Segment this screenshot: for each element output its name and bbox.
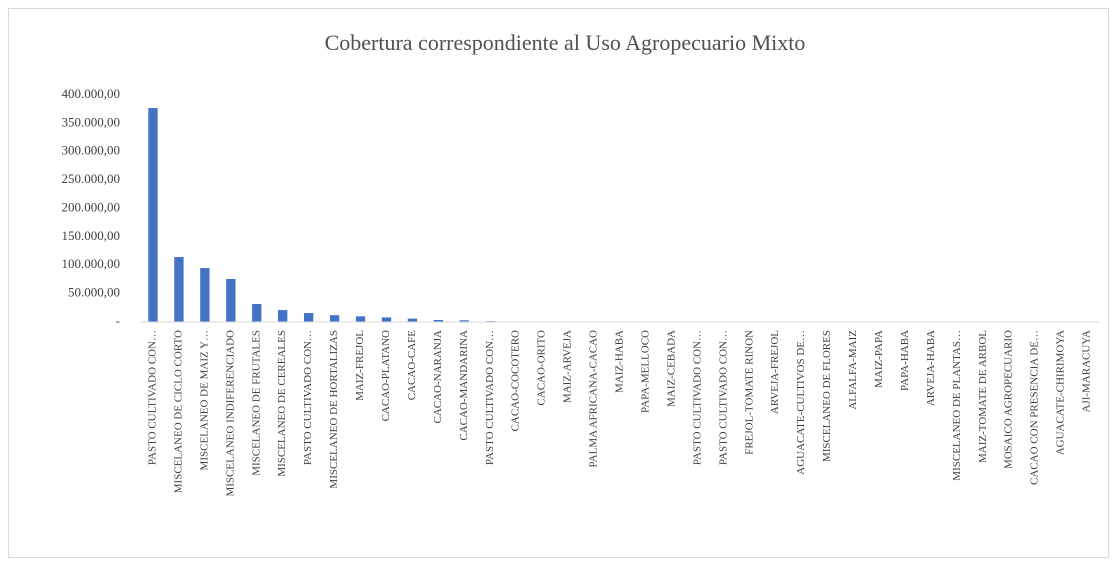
x-tick-label: PASTO CULTIVADO CON… [302, 330, 314, 465]
x-tick-label: MISCELANEO DE FLORES [821, 330, 833, 462]
x-tick-label: PASTO CULTIVADO CON… [484, 330, 496, 465]
y-tick-label: 400.000,00 [62, 86, 121, 101]
y-tick-label: 350.000,00 [62, 114, 121, 129]
x-tick-label: PASTO CULTIVADO CON… [691, 330, 703, 465]
x-tick-label: PALMA AFRICANA-CACAO [588, 330, 600, 467]
x-tick-label: MAIZ-FREJOL [354, 330, 366, 401]
y-tick-label: 200.000,00 [62, 199, 121, 214]
x-tick-label: MISCELANEO INDIFERENCIADO [224, 330, 236, 497]
y-tick-label: 50.000,00 [68, 285, 120, 300]
bar [226, 278, 236, 322]
x-tick-label: MOSAICO AGROPECUARIO [1003, 330, 1015, 469]
x-tick-label: FREJOL-TOMATE RINON [743, 330, 755, 455]
bar [407, 318, 418, 322]
x-tick-label: CACAO-NARANJA [432, 330, 444, 424]
y-tick-label: 300.000,00 [62, 143, 121, 158]
x-tick-label: MISCELANEO DE MAIZ Y… [198, 330, 210, 470]
x-tick-label: ALFALFA-MAIZ [847, 330, 859, 410]
x-tick-label: MISCELANEO DE HORTALIZAS [328, 330, 340, 489]
bar [381, 317, 392, 322]
bar [433, 320, 444, 322]
x-tick-label: PAPA-HABA [899, 330, 911, 391]
x-tick-label: PASTO CULTIVADO CON… [147, 330, 159, 465]
x-tick-label: PASTO CULTIVADO CON… [717, 330, 729, 465]
bar [355, 316, 366, 322]
x-tick-label: AGUACATE-CULTIVOS DE… [795, 330, 807, 475]
chart-title: Cobertura correspondiente al Uso Agropec… [325, 30, 806, 55]
chart-frame [8, 8, 1109, 558]
x-tick-label: CACAO CON PRESENCIA DE… [1029, 330, 1041, 485]
bar [174, 257, 184, 322]
x-tick-label: CACAO-PLATANO [380, 330, 392, 421]
x-tick-label: MISCELANEO DE FRUTALES [250, 330, 262, 476]
bar [148, 108, 158, 323]
bar [303, 313, 314, 322]
x-tick-label: CACAO-ORITO [536, 330, 548, 406]
x-tick-label: AGUACATE-CHIRIMOYA [1055, 330, 1067, 455]
bar [278, 310, 288, 322]
bar [252, 304, 262, 322]
x-tick-label: CACAO-CAFE [406, 330, 418, 401]
x-tick-label: CACAO-COCOTERO [510, 330, 522, 432]
x-tick-label: MISCELANEO DE CICLO CORTO [172, 330, 184, 493]
x-tick-label: MISCELANEO DE PLANTAS… [951, 330, 963, 481]
x-tick-label: AJI-MARACUYA [1081, 330, 1093, 413]
y-tick-label: 150.000,00 [62, 228, 121, 243]
y-tick-label: - [116, 313, 120, 328]
y-tick-label: 250.000,00 [62, 171, 121, 186]
x-tick-label: ARVEJA-HABA [925, 330, 937, 406]
x-tick-label: MAIZ-CEBADA [665, 330, 677, 407]
bar [200, 268, 210, 322]
bar [329, 315, 340, 322]
x-tick-label: CACAO-MANDARINA [458, 330, 470, 441]
x-tick-label: MAIZ-PAPA [873, 330, 885, 388]
x-tick-label: MAIZ-ARVEJA [562, 330, 574, 403]
y-tick-label: 100.000,00 [62, 256, 121, 271]
x-tick-label: PAPA-MELLOCO [639, 330, 651, 413]
x-tick-label: MISCELANEO DE CEREALES [276, 330, 288, 477]
x-tick-label: MAIZ-TOMATE DE ARBOL [977, 330, 989, 463]
x-tick-label: ARVEJA-FREJOL [769, 330, 781, 414]
bar [459, 320, 469, 322]
x-tick-label: MAIZ-HABA [614, 330, 626, 393]
